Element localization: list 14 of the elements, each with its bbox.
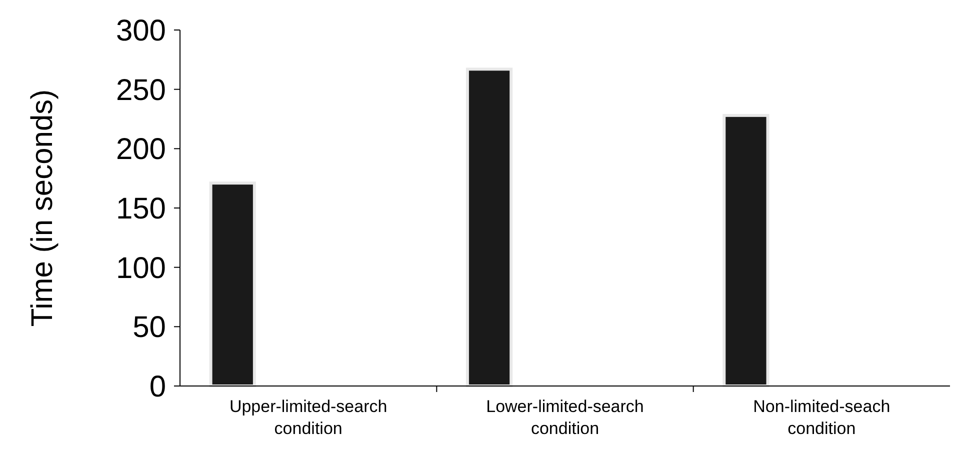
y-tick-label: 150 [116, 192, 166, 226]
x-tick-label: Non-limited-seach condition [753, 397, 890, 438]
bar [722, 114, 770, 388]
x-tick-label: Lower-limited-search condition [486, 397, 644, 438]
x-tick-label: Upper-limited-search condition [229, 397, 388, 438]
y-tick-label: 250 [116, 74, 166, 107]
bar [209, 182, 256, 388]
y-tick-label: 50 [132, 311, 166, 344]
y-axis-title: Time (in seconds) [26, 89, 59, 327]
y-tick-label: 100 [116, 252, 166, 285]
y-tick-label: 200 [116, 133, 166, 166]
y-tick-label: 300 [116, 14, 166, 48]
bar [466, 68, 513, 388]
y-tick-label: 0 [149, 370, 166, 404]
